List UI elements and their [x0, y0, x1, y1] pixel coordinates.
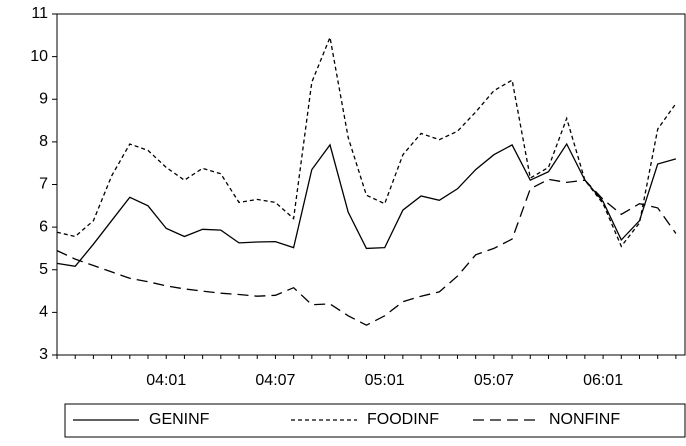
x-tick-label: 05:07 [474, 372, 514, 389]
y-tick-label: 9 [39, 90, 48, 107]
y-tick-label: 5 [39, 261, 48, 278]
legend-box [64, 403, 686, 438]
y-tick-label: 7 [39, 176, 48, 193]
y-tick-label: 11 [31, 5, 48, 22]
plot-frame [56, 13, 686, 356]
series-line [56, 178, 677, 326]
y-tick-label: 10 [30, 48, 48, 65]
legend-label: GENINF [149, 411, 210, 428]
x-tick-label: 06:01 [583, 372, 623, 389]
y-tick-label: 6 [39, 218, 48, 235]
series-line [56, 35, 677, 248]
series-line [56, 142, 677, 268]
legend-label: NONFINF [549, 411, 620, 428]
legend-label: FOODINF [367, 411, 439, 428]
y-tick-label: 4 [39, 304, 48, 321]
x-tick-label: 05:01 [365, 372, 405, 389]
y-tick-label: 3 [39, 346, 48, 363]
x-tick-label: 04:01 [146, 372, 186, 389]
x-tick-label: 04:07 [255, 372, 295, 389]
y-tick-label: 8 [39, 133, 48, 150]
